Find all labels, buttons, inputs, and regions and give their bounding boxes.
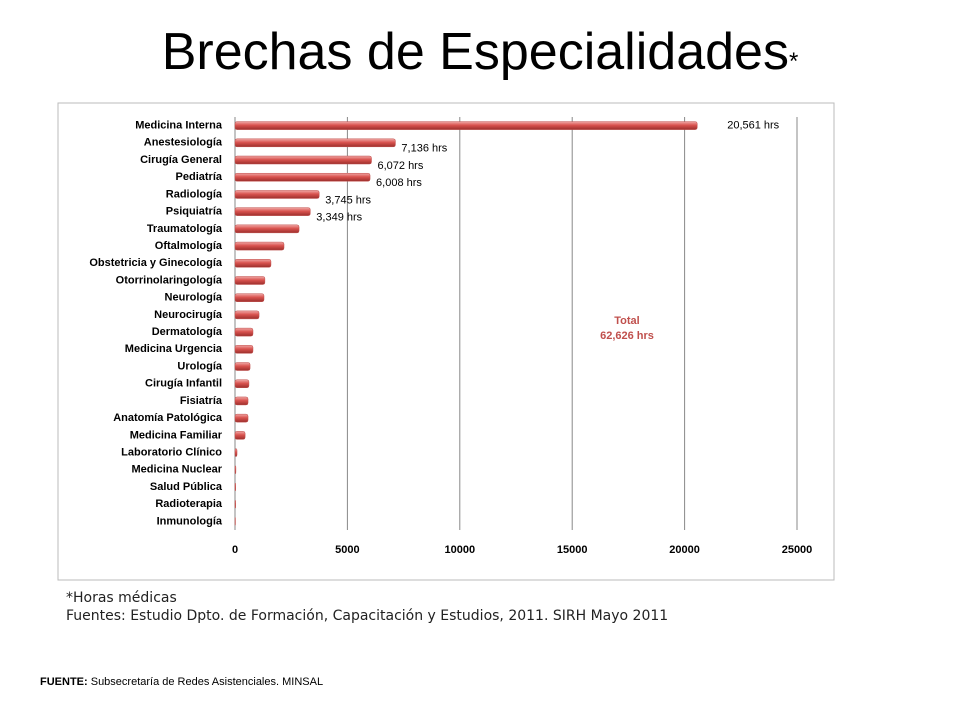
bar: [234, 431, 246, 440]
value-label: 20,561 hrs: [727, 120, 779, 132]
bar: [234, 259, 272, 268]
annotation: 62,626 hrs: [600, 330, 654, 342]
x-tick-label: 5000: [335, 544, 359, 556]
y-tick-label: Obstetricia y Ginecología: [89, 257, 223, 269]
bar: [234, 448, 238, 457]
x-tick-label: 20000: [669, 544, 700, 556]
y-tick-label: Psiquiatría: [166, 206, 223, 218]
source-text: Subsecretaría de Redes Asistenciales. MI…: [87, 676, 324, 688]
y-tick-label: Medicina Nuclear: [132, 464, 223, 476]
bar: [234, 155, 372, 165]
bar: [234, 241, 285, 251]
y-tick-label: Traumatología: [147, 223, 223, 235]
x-tick-label: 15000: [557, 544, 588, 556]
y-tick-label: Laboratorio Clínico: [121, 446, 222, 458]
x-tick-label: 25000: [782, 544, 813, 556]
y-tick-label: Otorrinolaringología: [116, 274, 223, 286]
slide-title: Brechas de Especialidades*: [0, 22, 960, 82]
chart-frame: [57, 102, 835, 581]
bar: [234, 293, 265, 302]
y-tick-label: Anestesiología: [144, 137, 223, 149]
bar: [234, 465, 237, 475]
bar: [234, 379, 250, 388]
x-tick-label: 0: [232, 544, 238, 556]
note: Fuentes: Estudio Dpto. de Formación, Cap…: [66, 608, 669, 624]
y-tick-label: Anatomía Patológica: [113, 412, 223, 424]
bar: [234, 362, 251, 371]
value-label: 3,349 hrs: [316, 212, 362, 224]
annotation: Total: [614, 315, 639, 327]
y-tick-label: Medicina Familiar: [130, 429, 223, 441]
y-tick-label: Neurología: [165, 292, 223, 304]
title-text: Brechas de Especialidades: [161, 23, 789, 81]
y-tick-label: Fisiatría: [180, 395, 223, 407]
value-label: 6,008 hrs: [376, 177, 422, 189]
value-label: 6,072 hrs: [377, 160, 423, 172]
y-tick-label: Radioterapia: [155, 498, 223, 510]
y-tick-label: Dermatología: [152, 326, 223, 338]
y-tick-label: Cirugía Infantil: [145, 378, 222, 390]
y-tick-label: Radiología: [166, 188, 223, 200]
y-tick-label: Cirugía General: [140, 154, 222, 166]
bar: [234, 310, 260, 320]
y-tick-label: Medicina Interna: [135, 120, 223, 132]
source: FUENTE: Subsecretaría de Redes Asistenci…: [40, 676, 323, 688]
y-tick-label: Oftalmología: [155, 240, 223, 252]
bar: [234, 396, 249, 406]
title-mark: *: [788, 48, 799, 75]
bar: [234, 121, 698, 130]
bar: [234, 482, 236, 492]
y-tick-label: Pediatría: [176, 171, 223, 183]
y-tick-label: Inmunología: [157, 515, 223, 527]
y-tick-label: Salud Pública: [150, 481, 223, 493]
bar: [234, 190, 320, 199]
bar: [234, 499, 236, 509]
bar: [234, 172, 371, 182]
value-label: 7,136 hrs: [401, 143, 447, 155]
bar: [234, 138, 396, 148]
bar: [234, 276, 266, 285]
x-tick-label: 10000: [445, 544, 476, 556]
source-label: FUENTE:: [40, 676, 88, 688]
y-tick-label: Neurocirugía: [154, 309, 223, 321]
note: *Horas médicas: [66, 590, 177, 606]
bar: [234, 224, 300, 234]
y-tick-label: Medicina Urgencia: [125, 343, 223, 355]
value-label: 3,745 hrs: [325, 194, 371, 206]
y-tick-label: Urología: [177, 360, 222, 372]
bar: [234, 413, 249, 423]
bar: [234, 207, 311, 216]
bar: [234, 327, 254, 337]
bar: [234, 345, 254, 354]
